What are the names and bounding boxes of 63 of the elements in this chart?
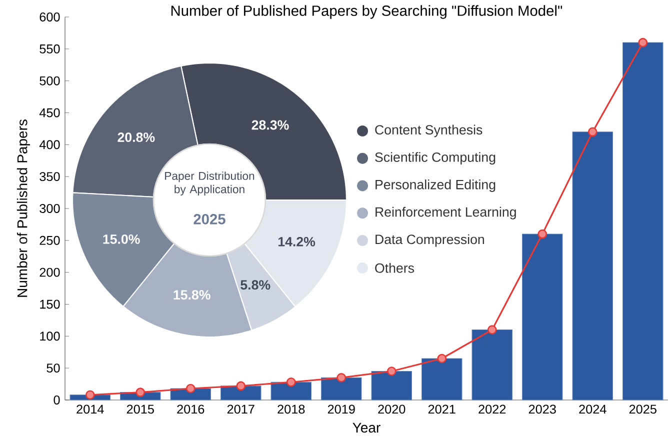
- x-tick-label: 2024: [579, 404, 606, 414]
- legend-label: Content Synthesis: [375, 124, 482, 138]
- bar: [422, 358, 462, 400]
- point: [236, 381, 246, 391]
- bar: [622, 42, 664, 400]
- x-tick-label: 2021: [428, 404, 456, 414]
- x-tick-label: 2025: [629, 404, 656, 414]
- bar: [572, 132, 613, 400]
- y-tick-label: 100: [40, 332, 60, 341]
- x-tick-label: 2020: [378, 404, 406, 414]
- data-label: 14.2%: [278, 236, 316, 246]
- data-label: 15.0%: [103, 234, 140, 244]
- bar: [270, 382, 312, 400]
- point: [638, 38, 648, 48]
- point: [85, 390, 95, 400]
- legend-label: Personalized Editing: [376, 180, 496, 192]
- data-label: 15.8%: [174, 290, 210, 300]
- point: [437, 354, 447, 364]
- legend-label: Data Compression: [376, 234, 484, 247]
- point: [186, 384, 196, 394]
- x-tick-label: 2017: [227, 404, 254, 414]
- x-axis-title: Year: [352, 422, 380, 433]
- y-tick-label: 450: [39, 108, 60, 118]
- text: Paper Distribution by Application: [165, 172, 254, 196]
- legend-label: Scientific Computing: [375, 152, 496, 165]
- y-tick-label: 500: [40, 76, 60, 86]
- y-tick-label: 50: [46, 364, 60, 373]
- bar: [220, 386, 262, 400]
- x-tick-label: 2018: [278, 404, 305, 414]
- text: 2025: [194, 214, 226, 224]
- point: [386, 366, 396, 376]
- data-label: 20.8%: [118, 132, 155, 142]
- y-tick-label: 600: [40, 12, 60, 22]
- legend-label: Others: [375, 263, 414, 273]
- chart-title: Number of Published Papers by Searching "Diffusion Model": [171, 5, 562, 19]
- y-tick-label: 150: [40, 300, 60, 309]
- y-tick-label: 250: [40, 236, 60, 245]
- point: [336, 372, 346, 382]
- y-axis-title: Number of Published Papers: [16, 120, 30, 297]
- point: [538, 229, 548, 239]
- x-tick-label: 2023: [528, 404, 556, 414]
- y-tick-label: 200: [40, 268, 60, 277]
- y-tick-label: 400: [39, 140, 60, 150]
- x-tick-label: 2016: [177, 404, 204, 414]
- point: [286, 377, 296, 387]
- x-tick-label: 2014: [76, 404, 104, 414]
- y-tick-label: 300: [40, 204, 60, 213]
- bar: [321, 377, 362, 400]
- y-tick-label: 550: [40, 44, 60, 54]
- x-tick-label: 2022: [478, 404, 506, 414]
- bar: [522, 234, 563, 400]
- point: [136, 388, 146, 397]
- x-tick-label: 2019: [328, 404, 355, 414]
- point: [487, 325, 497, 334]
- data-label: 5.8%: [240, 280, 270, 290]
- y-tick-label: 350: [40, 172, 60, 182]
- x-tick-label: 2015: [126, 404, 154, 414]
- bar: [371, 370, 412, 400]
- y-tick-label: 0: [54, 396, 60, 404]
- data-label: 28.3%: [252, 120, 289, 130]
- legend-label: Reinforcement Learning: [376, 206, 516, 220]
- bar: [472, 330, 512, 400]
- point: [588, 127, 598, 137]
